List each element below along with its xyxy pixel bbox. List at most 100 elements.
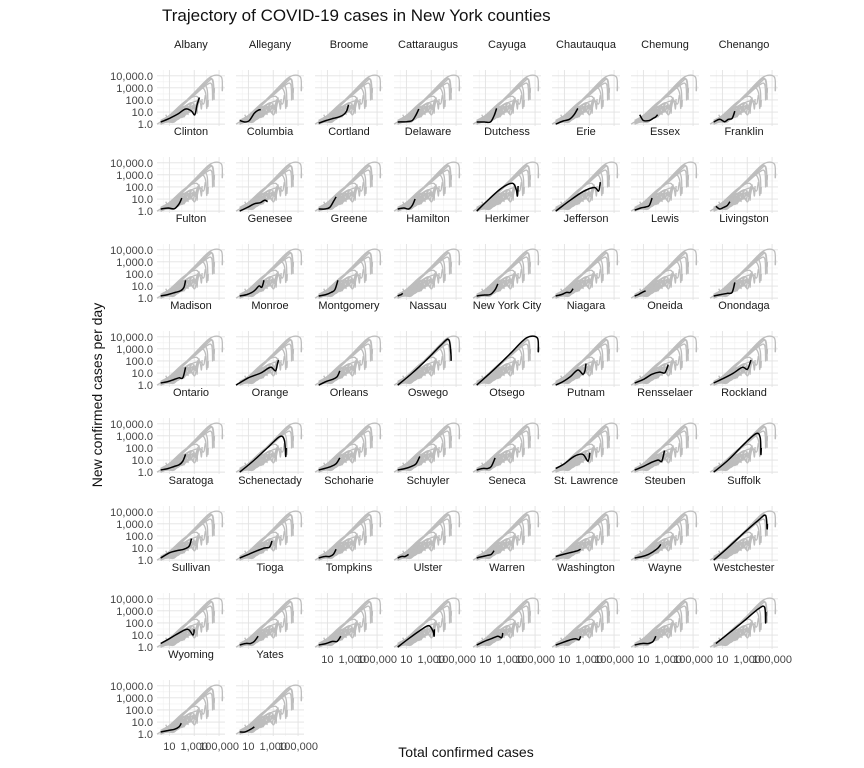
- series-line-background: [318, 548, 345, 559]
- facet-panel: Erie: [551, 126, 620, 213]
- series-line-background: [397, 449, 436, 473]
- facet-panel: Niagara: [551, 300, 620, 387]
- series-line-background: [634, 377, 650, 384]
- facet-label: Westchester: [714, 562, 775, 574]
- series-line-background: [636, 82, 688, 122]
- series-line-background: [555, 460, 582, 471]
- series-line-background: [397, 373, 424, 384]
- facet-panel: Cortland: [314, 126, 383, 213]
- series-line-background: [713, 275, 752, 299]
- series-line-background: [555, 464, 571, 471]
- series-line-highlight: [555, 181, 602, 212]
- series-line-background: [239, 112, 266, 123]
- x-tick-label: 100,000: [752, 654, 792, 666]
- series-line-background: [713, 548, 735, 559]
- facet-panel: Delaware: [393, 126, 462, 213]
- series-line-background: [557, 256, 609, 296]
- facet-label: Franklin: [724, 126, 763, 138]
- facet-panel: Herkimer: [472, 213, 541, 300]
- x-tick-label: 1,000: [733, 654, 761, 666]
- y-tick-label: 10,000.0: [110, 594, 153, 606]
- series-line-highlight: [235, 359, 280, 386]
- facet-panel: Steuben: [630, 475, 699, 562]
- series-line-highlight: [160, 453, 187, 471]
- y-tick-label: 1,000.0: [116, 170, 153, 182]
- facet-label: Herkimer: [485, 213, 530, 225]
- series-line-background: [160, 635, 182, 646]
- facet-label: Yates: [256, 649, 284, 661]
- facet-panel: Tioga: [235, 562, 304, 649]
- series-line-background: [713, 199, 740, 210]
- series-line-background: [239, 373, 266, 384]
- y-tick-label: 1,000.0: [116, 431, 153, 443]
- facet-panel: Orleans: [314, 387, 383, 474]
- series-line-background: [399, 256, 451, 296]
- x-tick-label: 100,000: [673, 654, 713, 666]
- y-tick-label: 1.0: [138, 380, 153, 392]
- series-line-background: [476, 635, 503, 646]
- facet-panel: Lewis: [630, 213, 699, 300]
- series-line-background: [713, 101, 752, 125]
- y-tick-label: 1.0: [138, 467, 153, 479]
- series-line-highlight: [476, 335, 540, 386]
- facet-panel: Montgomery: [314, 300, 383, 387]
- x-tick-label: 1,000: [338, 654, 366, 666]
- x-tick-label: 100,000: [436, 654, 476, 666]
- series-line-background: [318, 188, 357, 212]
- series-line-background: [162, 256, 214, 296]
- x-tick-label: 1,000: [654, 654, 682, 666]
- series-line-background: [318, 362, 357, 386]
- series-line-background: [162, 343, 214, 383]
- facet-panel: Seneca: [472, 475, 541, 562]
- facet-label: Broome: [330, 39, 369, 51]
- x-axis-label: Total confirmed cases: [398, 744, 533, 760]
- y-tick-label: 1.0: [138, 642, 153, 654]
- series-line-background: [476, 199, 498, 210]
- series-line-background: [239, 460, 261, 471]
- series-line-highlight: [318, 548, 337, 559]
- series-line-highlight: [397, 553, 409, 559]
- facet-panel: Rockland: [709, 387, 778, 474]
- facet-panel: Cayuga: [472, 39, 541, 126]
- facet-label: Columbia: [247, 126, 294, 138]
- series-line-background: [476, 449, 515, 473]
- series-line-background: [239, 722, 266, 733]
- series-line-background: [476, 101, 515, 125]
- x-tick-label: 1,000: [259, 741, 287, 753]
- facet-label: Fulton: [176, 213, 207, 225]
- x-tick-label: 10: [479, 654, 491, 666]
- series-line-background: [318, 199, 345, 210]
- series-line-background: [162, 518, 214, 558]
- series-line-background: [162, 430, 214, 470]
- facet-label: Chemung: [641, 39, 689, 51]
- series-line-background: [634, 373, 656, 384]
- series-line-background: [478, 82, 530, 122]
- series-line-background: [160, 373, 187, 384]
- series-line-highlight: [713, 514, 769, 561]
- y-tick-label: 10.0: [132, 630, 153, 642]
- series-line-background: [241, 430, 293, 470]
- x-tick-label: 10: [242, 741, 254, 753]
- series-line-background: [239, 460, 266, 471]
- facet-label: Delaware: [405, 126, 451, 138]
- x-tick-label: 1,000: [180, 741, 208, 753]
- y-tick-label: 1,000.0: [116, 257, 153, 269]
- series-line-background: [636, 430, 688, 470]
- series-line-background: [713, 286, 740, 297]
- facet-label: Putnam: [567, 387, 605, 399]
- series-line-background: [160, 624, 199, 648]
- series-line-background: [160, 101, 199, 125]
- y-tick-label: 1.0: [138, 729, 153, 741]
- series-line-highlight: [476, 182, 519, 212]
- y-tick-label: 1.0: [138, 119, 153, 131]
- series-line-highlight: [715, 605, 767, 645]
- series-line-background: [476, 362, 515, 386]
- x-tick-label: 10: [716, 654, 728, 666]
- facet-label: Niagara: [567, 300, 606, 312]
